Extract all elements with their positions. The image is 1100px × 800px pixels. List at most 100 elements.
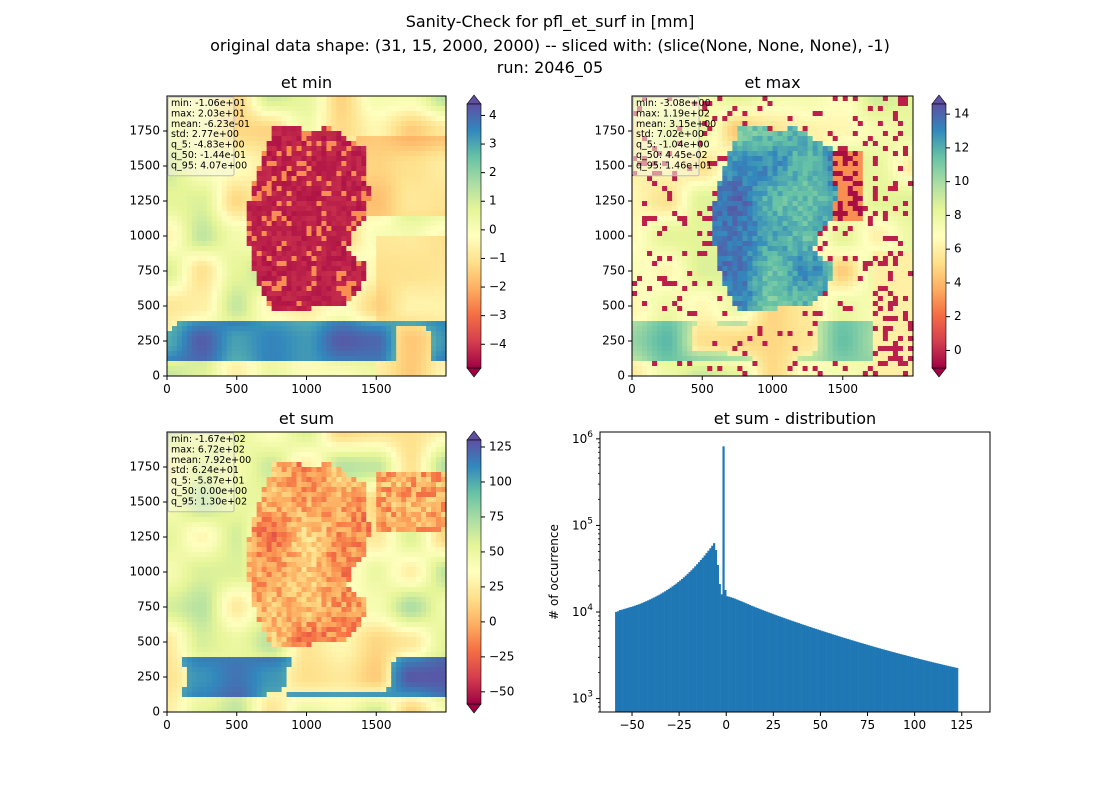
map-cell	[637, 291, 643, 297]
map-cell	[762, 241, 769, 247]
map-cell	[171, 251, 178, 257]
map-cell	[406, 356, 412, 362]
colorbar-tick-label: 2	[489, 165, 497, 179]
map-cell	[396, 166, 402, 172]
map-cell	[687, 326, 693, 332]
map-cell	[782, 121, 789, 127]
map-cell	[281, 296, 288, 302]
map-cell	[236, 311, 243, 317]
map-cell	[371, 211, 377, 217]
map-cell	[757, 211, 764, 217]
map-cell	[762, 351, 769, 357]
map-cell	[737, 346, 743, 352]
map-cell	[181, 181, 188, 187]
map-cell	[226, 206, 233, 212]
map-cell	[281, 181, 288, 187]
map-cell	[171, 306, 178, 312]
map-cell	[326, 351, 333, 357]
map-cell	[371, 146, 377, 152]
map-cell	[431, 131, 437, 137]
map-cell	[441, 331, 447, 337]
map-cell	[346, 291, 352, 297]
map-cell	[436, 351, 442, 357]
map-cell	[241, 221, 248, 227]
map-cell	[762, 211, 769, 217]
colorbar-tick-label: −3	[489, 308, 507, 322]
map-cell	[366, 301, 372, 307]
map-cell	[441, 296, 447, 302]
map-cell	[256, 156, 263, 162]
map-cell	[642, 276, 648, 282]
map-cell	[201, 286, 208, 292]
map-cell	[727, 321, 733, 327]
map-cell	[321, 136, 328, 142]
map-cell	[321, 141, 328, 147]
map-cell	[167, 261, 173, 267]
map-cell	[231, 346, 238, 352]
map-cell	[281, 301, 288, 307]
map-cell	[346, 266, 352, 272]
map-cell	[331, 326, 337, 332]
map-cell	[241, 106, 248, 112]
map-cell	[341, 356, 347, 362]
map-cell	[652, 356, 658, 362]
map-cell	[381, 206, 387, 212]
map-cell	[351, 271, 357, 277]
map-cell	[256, 106, 263, 112]
map-cell	[366, 351, 372, 357]
map-cell	[241, 241, 248, 247]
map-cell	[747, 336, 754, 342]
map-cell	[256, 181, 263, 187]
map-cell	[762, 316, 769, 322]
map-cell	[777, 116, 784, 122]
map-cell	[732, 321, 738, 327]
map-cell	[301, 116, 308, 122]
map-cell	[732, 211, 738, 217]
map-cell	[396, 176, 402, 182]
stats-box	[167, 96, 235, 177]
map-cell	[722, 266, 728, 272]
map-cell	[256, 256, 263, 262]
map-cell	[752, 271, 759, 277]
map-cell	[321, 156, 328, 162]
map-cell	[436, 361, 442, 367]
map-cell	[286, 181, 293, 187]
map-cell	[732, 181, 738, 187]
map-cell	[351, 281, 357, 287]
map-cell	[787, 351, 794, 357]
map-cell	[346, 176, 352, 182]
map-cell	[637, 281, 643, 287]
map-cell	[727, 216, 733, 222]
map-cell	[226, 311, 233, 317]
map-cell	[782, 216, 789, 222]
map-cell	[692, 351, 698, 357]
map-cell	[742, 191, 749, 197]
map-cell	[687, 216, 693, 222]
map-cell	[772, 176, 779, 182]
map-cell	[301, 336, 308, 342]
map-cell	[436, 331, 442, 337]
map-cell	[401, 266, 407, 272]
map-cell	[326, 231, 333, 237]
map-cell	[727, 296, 733, 302]
map-cell	[171, 331, 178, 337]
map-cell	[742, 371, 749, 377]
map-cell	[767, 251, 774, 257]
map-cell	[757, 226, 764, 232]
map-cell	[256, 296, 263, 302]
map-cell	[201, 316, 208, 322]
map-cell	[356, 321, 362, 327]
map-cell	[266, 291, 273, 297]
map-cell	[647, 321, 653, 327]
map-cell	[316, 226, 323, 232]
map-cell	[356, 191, 362, 197]
map-cell	[191, 336, 198, 342]
map-cell	[441, 371, 447, 377]
map-cell	[281, 261, 288, 267]
map-cell	[426, 96, 432, 102]
map-cell	[321, 371, 328, 377]
map-cell	[441, 326, 447, 332]
map-cell	[426, 321, 432, 327]
map-cell	[411, 216, 417, 222]
map-cell	[346, 201, 352, 207]
